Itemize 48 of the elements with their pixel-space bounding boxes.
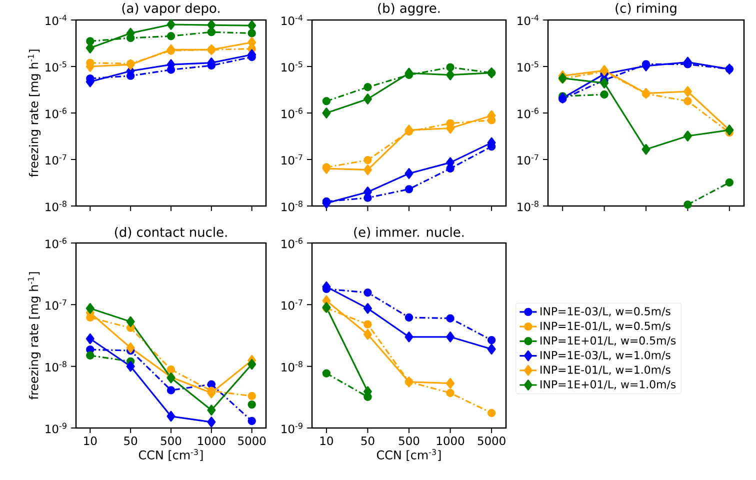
x-tick-label: 5000 <box>238 436 266 446</box>
legend-label: INP=1E+01/L, w=1.0m/s <box>540 380 676 390</box>
y-tick-label: 10$^{-8}$ <box>282 361 302 372</box>
x-tick-label: 10 <box>320 436 333 446</box>
chart-title: (d) contact nucle. <box>114 226 227 239</box>
y-tick-label: 10$^{-4}$ <box>282 14 303 26</box>
y-axis-title: freezing rate [mg h$^{-1}$] <box>28 272 41 400</box>
x-tick-label: 1000 <box>436 436 464 446</box>
y-tick-label: 10$^{-7}$ <box>282 300 302 310</box>
legend-label: INP=1E+01/L, w=0.5m/s <box>540 336 676 346</box>
x-tick-label: 50 <box>124 436 138 446</box>
y-axis-title: freezing rate [mg h$^{-1}$] <box>28 50 41 178</box>
chart-title: (e) immer. nucle. <box>354 226 464 239</box>
x-tick-label: 10 <box>84 436 97 446</box>
x-tick-label: 5000 <box>478 436 506 446</box>
y-tick-label: 10$^{-8}$ <box>46 361 66 372</box>
x-tick-label: 50 <box>361 436 374 446</box>
y-tick-label: 10$^{-6}$ <box>282 238 302 248</box>
y-tick-label: 10$^{-7}$ <box>518 154 538 165</box>
y-tick-label: 10$^{-8}$ <box>282 200 302 212</box>
y-tick-label: 10$^{-8}$ <box>46 200 66 212</box>
y-tick-label: 10$^{-4}$ <box>518 14 539 26</box>
y-tick-label: 10$^{-6}$ <box>46 238 66 248</box>
y-tick-label: 10$^{-9}$ <box>46 422 66 434</box>
x-axis-title: CCN [cm$^{-3}$] <box>138 449 203 461</box>
legend-label: INP=1E-01/L, w=1.0m/s <box>540 366 670 375</box>
x-tick-label: 500 <box>160 436 182 446</box>
y-tick-label: 10$^{-9}$ <box>282 422 302 434</box>
y-tick-label: 10$^{-5}$ <box>282 61 302 72</box>
legend-label: INP=1E-03/L, w=0.5m/s <box>540 307 670 317</box>
chart-title: (c) riming <box>616 2 676 16</box>
chart-title: (a) vapor depo. <box>122 2 220 16</box>
y-tick-label: 10$^{-8}$ <box>518 200 538 212</box>
x-axis-title: CCN [cm$^{-3}$] <box>376 449 441 461</box>
x-tick-label: 1000 <box>198 436 226 446</box>
y-tick-label: 10$^{-7}$ <box>46 154 66 165</box>
y-tick-label: 10$^{-6}$ <box>46 108 66 118</box>
y-tick-label: 10$^{-5}$ <box>518 61 538 72</box>
y-tick-label: 10$^{-5}$ <box>46 61 66 72</box>
y-tick-label: 10$^{-4}$ <box>46 14 67 26</box>
y-tick-label: 10$^{-7}$ <box>282 154 302 165</box>
y-tick-label: 10$^{-6}$ <box>282 108 302 118</box>
legend-label: INP=1E-01/L, w=0.5m/s <box>540 322 670 332</box>
x-tick-label: 500 <box>398 436 420 446</box>
y-tick-label: 10$^{-6}$ <box>518 108 538 118</box>
legend-label: INP=1E-03/L, w=1.0m/s <box>540 350 670 360</box>
chart-title: (b) aggre. <box>378 2 440 16</box>
y-tick-label: 10$^{-7}$ <box>46 300 66 310</box>
